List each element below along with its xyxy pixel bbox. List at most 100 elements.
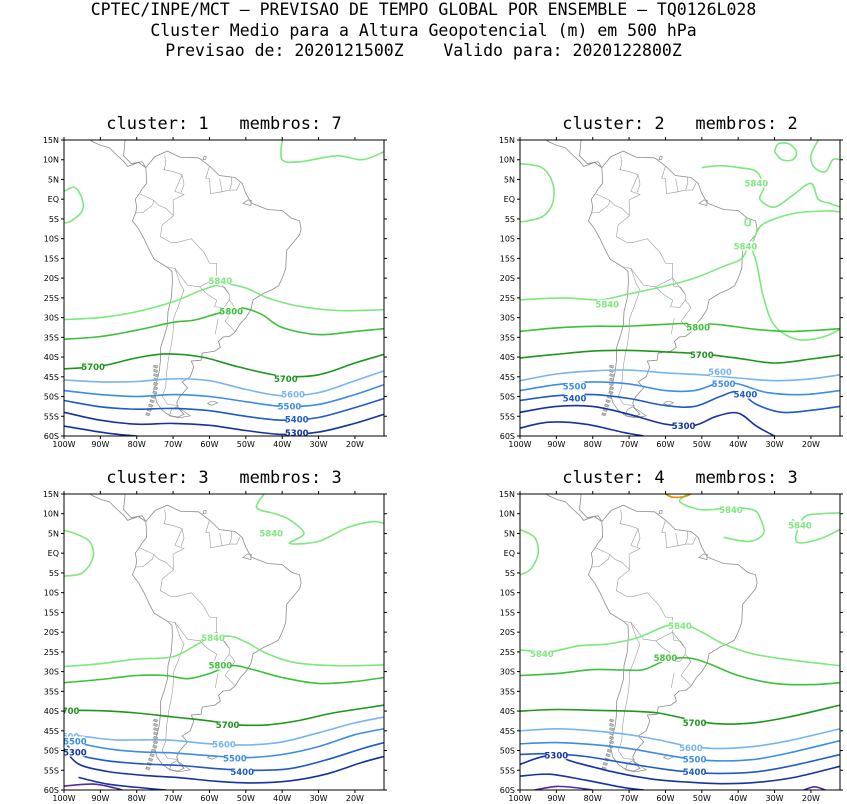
contour-label-bg	[64, 747, 85, 757]
contour-5840	[64, 635, 384, 668]
archipelago-island	[153, 740, 159, 745]
contour-label-bg	[670, 621, 690, 631]
lon-tick-label: 30W	[309, 440, 327, 449]
island-outline	[658, 510, 663, 515]
contour-5200	[803, 785, 826, 790]
country-border	[671, 672, 675, 689]
country-border	[161, 267, 185, 406]
contour-5840	[809, 140, 840, 173]
contour-5400	[64, 741, 384, 772]
archipelago-island	[609, 740, 615, 745]
country-border	[661, 165, 679, 195]
lon-tick-label: 40W	[729, 794, 747, 803]
lat-tick-label: 15S	[44, 254, 59, 263]
archipelago-island	[605, 753, 611, 758]
lat-tick-label: 10N	[499, 510, 515, 519]
lat-tick-label: 35S	[500, 333, 515, 342]
lat-tick-label: 20S	[44, 628, 59, 637]
archipelago-island	[609, 377, 615, 382]
contour-label-bg	[210, 275, 231, 285]
contour-5800	[520, 322, 840, 333]
contour-5700	[520, 704, 840, 725]
country-border	[617, 621, 641, 760]
contour-label: 5500	[278, 402, 302, 412]
country-border	[205, 165, 223, 195]
island-outline	[202, 510, 207, 515]
lat-tick-label: 5S	[505, 215, 515, 224]
contour-5840	[520, 528, 540, 576]
lon-tick-label: 50W	[693, 440, 711, 449]
lon-tick-label: 100W	[52, 794, 75, 803]
south-america-coastline	[131, 150, 302, 418]
contour-5840	[751, 210, 840, 243]
country-border	[619, 509, 641, 547]
contour-label: 5840	[209, 277, 233, 287]
contour-label: 5300	[545, 752, 569, 762]
lat-tick-label: 60S	[500, 786, 515, 795]
lat-tick-label: 45S	[44, 727, 59, 736]
lat-tick-label: 55S	[500, 412, 515, 421]
archipelago-island	[153, 735, 159, 740]
panel-title-1: cluster: 1 membros: 7	[106, 114, 342, 134]
country-border	[591, 193, 611, 214]
map-plot-area: 5840584058005700570056005600550055005300…	[64, 494, 384, 790]
lon-tick-label: 90W	[547, 440, 565, 449]
lat-tick-label: 35S	[44, 687, 59, 696]
lat-tick-label: 40S	[500, 707, 515, 716]
contour-label-bg	[232, 767, 253, 777]
contour-label: 5600	[281, 391, 305, 401]
archipelago-island	[153, 727, 159, 732]
lat-tick-label: 10S	[44, 589, 59, 598]
contour-label-bg	[224, 753, 245, 763]
contour-label-bg	[83, 361, 104, 371]
lat-tick-label: 15S	[500, 254, 515, 263]
contour-5840	[280, 140, 384, 164]
header-title: CPTEC/INPE/MCT – PREVISAO DE TEMPO GLOBA…	[90, 0, 757, 19]
contour-label-bg	[275, 373, 296, 383]
map-panel-4: 5840 5840 5840 5840 5800 5700 5600 5500 5400 5300…	[499, 490, 843, 803]
contour-label: 5400	[734, 391, 758, 401]
contour-5600	[64, 716, 384, 746]
contour-label-bg	[564, 381, 585, 391]
map-panel-3: 5840584058005700570056005600550055005300…	[43, 490, 387, 803]
island-outline	[242, 553, 252, 560]
lat-tick-label: 10S	[500, 235, 515, 244]
archipelago-island	[609, 722, 615, 727]
country-border	[619, 155, 641, 193]
lat-tick-label: 10S	[44, 235, 59, 244]
contour-label: 5500	[563, 383, 587, 393]
contour-label-bg	[279, 401, 300, 411]
lat-tick-label: 20S	[500, 628, 515, 637]
lat-tick-label: 50S	[44, 393, 59, 402]
archipelago-island	[609, 727, 615, 732]
contour-label: 5300	[285, 429, 309, 439]
lon-tick-label: 40W	[273, 440, 291, 449]
contour-label: 5840	[259, 529, 283, 539]
archipelago-island	[145, 766, 151, 771]
archipelago-island	[148, 757, 154, 762]
panel-title-4: cluster: 4 membros: 3	[562, 468, 798, 488]
lat-tick-label: 45S	[44, 373, 59, 382]
lon-tick-label: 70W	[164, 794, 182, 803]
archipelago-island	[153, 718, 159, 723]
lon-tick-label: 80W	[584, 440, 602, 449]
map-frame	[519, 493, 841, 791]
contour-label: 5400	[683, 768, 707, 778]
lon-tick-label: 80W	[128, 794, 146, 803]
contour-5300	[78, 776, 166, 790]
contour-label: 5500	[712, 380, 736, 390]
contour-5700	[64, 353, 384, 378]
archipelago-island	[609, 735, 615, 740]
archipelago-island	[609, 386, 615, 391]
country-border	[160, 528, 236, 686]
country-border	[215, 672, 219, 689]
contour-label: 5400	[563, 395, 587, 405]
contour-label-bg	[531, 648, 552, 658]
lat-tick-label: 15S	[500, 608, 515, 617]
lat-tick-label: EQ	[504, 549, 515, 558]
lon-tick-label: 60W	[656, 794, 674, 803]
contour-5840	[678, 494, 765, 543]
archipelago-island	[153, 722, 159, 727]
contour-label-bg	[691, 350, 712, 360]
contour-label-bg	[720, 504, 741, 514]
